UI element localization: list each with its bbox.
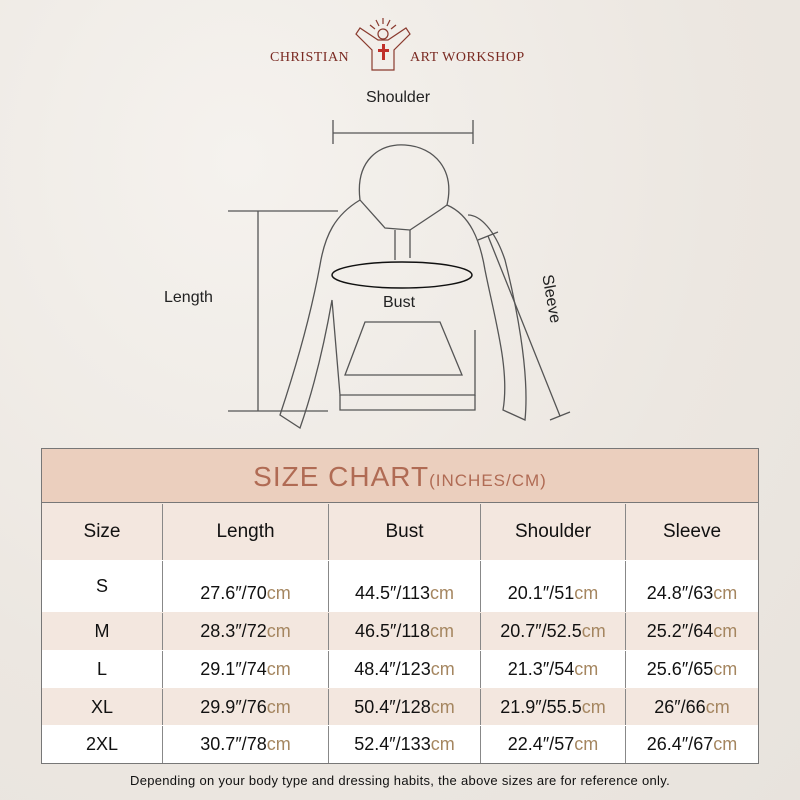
measure-cell: 44.5″/113 cm <box>328 561 480 612</box>
brand-right: ART WORKSHOP <box>410 50 525 65</box>
measure-cell: 28.3″/72 cm <box>162 613 328 650</box>
cm-unit: cm <box>713 583 738 603</box>
measure-cell: 48.4″/123 cm <box>328 651 480 688</box>
cm-unit: cm <box>266 659 291 679</box>
inch-value: 46.5″/118 <box>354 621 431 641</box>
disclaimer-note: Depending on your body type and dressing… <box>130 773 670 788</box>
cm-unit: cm <box>713 734 738 754</box>
inch-value: 20.7″/52.5 <box>500 621 582 641</box>
measure-cell: 26.4″/67 cm <box>625 726 758 763</box>
size-cell: S <box>95 576 108 596</box>
title-text: SIZE CHART <box>253 461 430 492</box>
cm-unit: cm <box>430 621 455 641</box>
jesus-open-arms-cross-icon <box>355 18 411 71</box>
table-row: M 28.3″/72 cm 46.5″/118 cm 20.7″/52.5 cm 25.2″/… <box>42 612 758 650</box>
cm-unit: cm <box>430 696 455 717</box>
header-length: Length <box>162 504 328 560</box>
inch-value: 22.4″/57 <box>507 734 575 754</box>
size-cell: M <box>94 621 110 641</box>
cm-unit: cm <box>266 583 291 603</box>
inch-value: 20.1″/51 <box>507 583 575 603</box>
bust-label: Bust <box>383 294 416 311</box>
cm-unit: cm <box>574 659 599 679</box>
table-row: L 29.1″/74 cm 48.4″/123 cm 21.3″/54 cm 25.6″/65… <box>42 650 758 688</box>
header-shoulder: Shoulder <box>480 504 625 560</box>
inch-value: 29.1″/74 <box>200 659 267 679</box>
cm-unit: cm <box>713 621 738 641</box>
cm-unit: cm <box>581 696 606 717</box>
measure-cell: 27.6″/70 cm <box>162 561 328 612</box>
inch-value: 50.4″/128 <box>354 696 431 717</box>
measure-cell: 24.8″/63 cm <box>625 561 758 612</box>
header-bust: Bust <box>328 504 480 560</box>
table-row: 2XL 30.7″/78 cm 52.4″/133 cm 22.4″/57 cm 26.4″/… <box>42 725 758 763</box>
measure-cell: 29.9″/76 cm <box>162 689 328 725</box>
measure-cell: 25.2″/64 cm <box>625 613 758 650</box>
measure-cell: 50.4″/128 cm <box>328 689 480 725</box>
cm-unit: cm <box>581 621 606 641</box>
inch-value: 28.3″/72 <box>200 621 267 641</box>
cm-unit: cm <box>430 734 455 754</box>
measure-cell: 29.1″/74 cm <box>162 651 328 688</box>
header-size: Size <box>83 521 121 542</box>
measure-cell: 46.5″/118 cm <box>328 613 480 650</box>
measure-cell: 22.4″/57 cm <box>480 726 625 763</box>
cm-unit: cm <box>713 659 738 679</box>
header-sleeve: Sleeve <box>625 504 758 560</box>
table-row: XL 29.9″/76 cm 50.4″/128 cm 21.9″/55.5 cm 26″/6… <box>42 688 758 725</box>
cm-unit: cm <box>266 621 291 641</box>
header-row: Size Length Bust Shoulder Sleeve <box>42 503 758 560</box>
inch-value: 24.8″/63 <box>646 583 714 603</box>
cm-unit: cm <box>266 734 291 754</box>
shoulder-label: Shoulder <box>366 89 431 106</box>
measure-cell: 30.7″/78 cm <box>162 726 328 763</box>
measure-cell: 26″/66 cm <box>625 689 758 725</box>
inch-value: 29.9″/76 <box>200 696 267 717</box>
brand-logo: CHRISTIAN ART WORKSHOP <box>260 14 540 74</box>
cm-unit: cm <box>430 583 455 603</box>
title-unit: (INCHES/CM) <box>429 471 547 490</box>
cm-unit: cm <box>574 734 599 754</box>
size-chart-title: SIZE CHART(INCHES/CM) <box>42 449 758 503</box>
measure-cell: 20.7″/52.5 cm <box>480 613 625 650</box>
inch-value: 52.4″/133 <box>354 734 431 754</box>
size-cell: 2XL <box>85 734 119 754</box>
measure-cell: 21.9″/55.5 cm <box>480 689 625 725</box>
inch-value: 21.9″/55.5 <box>500 696 582 717</box>
cm-unit: cm <box>705 696 730 717</box>
inch-value: 44.5″/113 <box>354 583 431 603</box>
brand-left: CHRISTIAN <box>270 50 350 65</box>
hoodie-diagram <box>228 120 571 429</box>
inch-value: 25.6″/65 <box>646 659 714 679</box>
inch-value: 26.4″/67 <box>646 734 714 754</box>
measure-cell: 52.4″/133 cm <box>328 726 480 763</box>
size-cell: L <box>96 659 107 679</box>
cm-unit: cm <box>574 583 599 603</box>
table-row: S 27.6″/70 cm 44.5″/113 cm 20.1″/51 cm 24.8″/63… <box>42 560 758 612</box>
cm-unit: cm <box>266 696 291 717</box>
measure-cell: 21.3″/54 cm <box>480 651 625 688</box>
inch-value: 48.4″/123 <box>354 659 431 679</box>
inch-value: 25.2″/64 <box>646 621 714 641</box>
inch-value: 26″/66 <box>654 696 706 717</box>
inch-value: 21.3″/54 <box>507 659 575 679</box>
cm-unit: cm <box>430 659 455 679</box>
length-label: Length <box>164 289 213 306</box>
measure-cell: 25.6″/65 cm <box>625 651 758 688</box>
inch-value: 30.7″/78 <box>200 734 267 754</box>
inch-value: 27.6″/70 <box>200 583 267 603</box>
size-chart-table: SIZE CHART(INCHES/CM) Size Length Bust S… <box>41 448 759 764</box>
measure-cell: 20.1″/51 cm <box>480 561 625 612</box>
size-cell: XL <box>90 696 114 717</box>
